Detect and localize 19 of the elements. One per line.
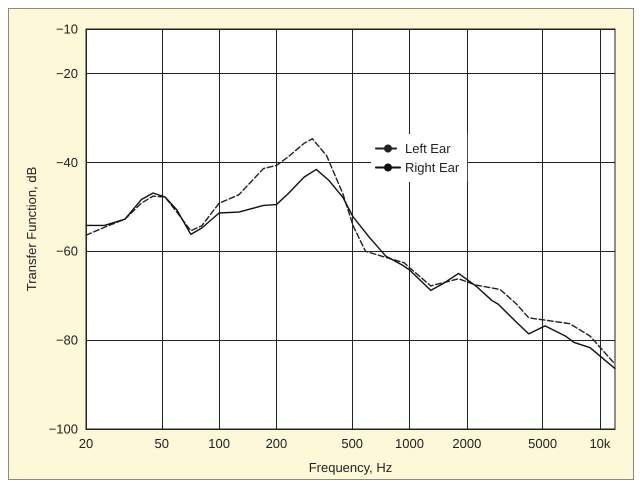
y-tick-label: −100 xyxy=(48,422,78,436)
x-axis-title: Frequency, Hz xyxy=(308,460,392,475)
y-tick-label: −60 xyxy=(56,244,78,259)
y-tick-label: −40 xyxy=(56,154,78,170)
x-tick-label: 1000 xyxy=(395,436,424,451)
legend-label: Left Ear xyxy=(405,141,452,156)
x-tick-label: 200 xyxy=(266,436,288,451)
legend-label: Right Ear xyxy=(405,160,460,175)
x-tick-label: 100 xyxy=(208,436,230,451)
y-tick-label: −10 xyxy=(56,22,78,36)
x-tick-label: 5000 xyxy=(528,436,558,451)
y-tick-label: −20 xyxy=(56,66,78,81)
x-tick-label: 20 xyxy=(78,436,94,451)
x-tick-label: 500 xyxy=(341,436,364,451)
x-tick-label: 10k xyxy=(589,436,611,451)
y-axis-title: Transfer Function, dB xyxy=(24,166,39,292)
y-tick-label: −80 xyxy=(56,332,78,348)
x-tick-label: 50 xyxy=(154,436,170,451)
x-tick-label: 2000 xyxy=(452,436,482,451)
